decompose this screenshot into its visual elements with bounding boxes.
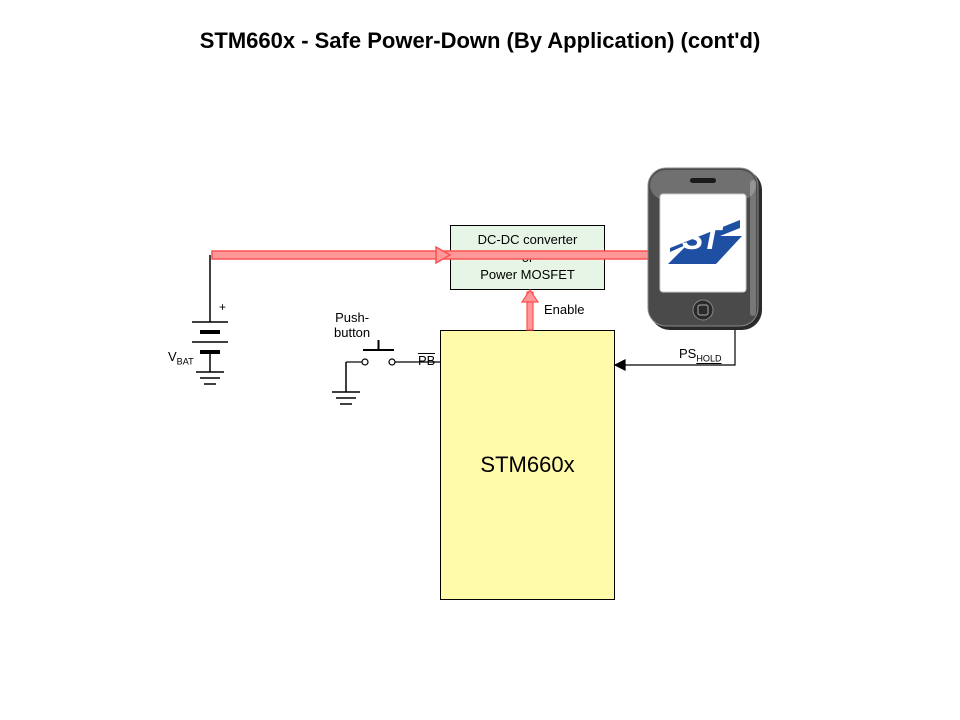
battery-ground-icon: [196, 372, 224, 384]
st-logo-text: ST: [682, 220, 719, 257]
diagram-svg: [0, 0, 960, 720]
pushbutton-icon: [346, 340, 440, 365]
enable-arrow: [522, 290, 538, 330]
power-bus: [212, 247, 668, 263]
battery-icon: [192, 255, 228, 372]
pushbutton-ground-icon: [332, 362, 360, 404]
